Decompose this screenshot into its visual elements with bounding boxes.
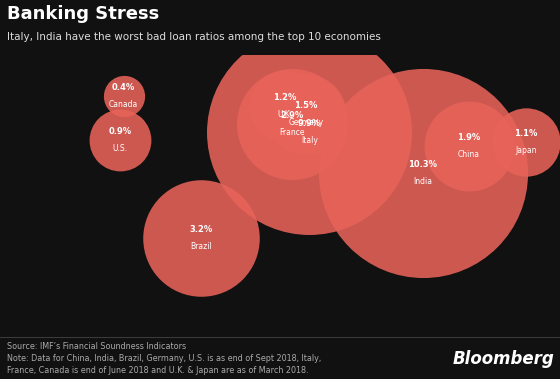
Point [464, 143, 473, 149]
Point [197, 235, 206, 241]
Text: Japan: Japan [515, 146, 536, 155]
Text: 3.2%: 3.2% [189, 225, 213, 234]
Text: Bloomberg: Bloomberg [452, 351, 554, 368]
Point [521, 139, 530, 146]
Text: 10.3%: 10.3% [408, 160, 437, 169]
Text: U.S.: U.S. [113, 144, 128, 153]
Text: 1.5%: 1.5% [294, 101, 318, 110]
Text: 9.9%: 9.9% [297, 119, 321, 128]
Text: Germany: Germany [288, 118, 323, 127]
Text: Brazil: Brazil [190, 242, 212, 251]
Point [116, 137, 125, 143]
Text: Banking Stress: Banking Stress [7, 6, 159, 23]
Point [418, 170, 427, 176]
Text: China: China [458, 150, 480, 160]
Text: Italy, India have the worst bad loan ratios among the top 10 economies: Italy, India have the worst bad loan rat… [7, 32, 381, 42]
Text: Italy: Italy [301, 136, 318, 145]
Text: Source: IMF’s Financial Soundness Indicators
Note: Data for China, India, Brazil: Source: IMF’s Financial Soundness Indica… [7, 342, 321, 375]
Text: U.K.: U.K. [278, 110, 293, 119]
Text: India: India [413, 177, 432, 186]
Point [281, 103, 290, 109]
Point [305, 129, 314, 135]
Text: 1.2%: 1.2% [273, 93, 297, 102]
Text: 1.1%: 1.1% [514, 129, 538, 138]
Text: Canada: Canada [109, 100, 138, 109]
Text: 2.9%: 2.9% [281, 111, 304, 120]
Point [301, 111, 310, 117]
Text: 1.9%: 1.9% [458, 133, 480, 143]
Text: 0.4%: 0.4% [112, 83, 136, 92]
Text: France: France [279, 128, 305, 137]
Point [287, 121, 296, 127]
Point [119, 92, 128, 99]
Text: 0.9%: 0.9% [109, 127, 132, 136]
